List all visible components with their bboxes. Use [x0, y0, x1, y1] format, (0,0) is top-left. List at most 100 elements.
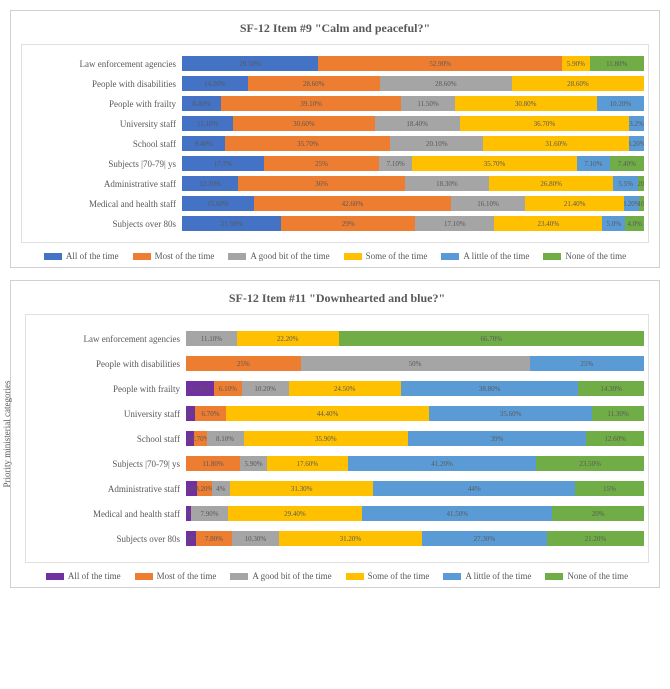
- category-label: Medical and health staff: [30, 509, 186, 519]
- category-label: School staff: [26, 139, 182, 149]
- bar-segment-little: 35.60%: [429, 406, 592, 421]
- bar-segment-none: 11.80%: [590, 56, 644, 71]
- stacked-bar: 25%50%25%: [186, 356, 644, 371]
- bar-row: Administrative staff12.20%36%18.30%26.80…: [26, 176, 644, 191]
- bar-segment-some: 31.60%: [483, 136, 629, 151]
- bar-segment-most: 2.70%: [194, 431, 206, 446]
- bar-row: Law enforcement agencies11.10%22.20%66.7…: [30, 331, 644, 346]
- bar-segment-most: 7.80%: [196, 531, 232, 546]
- stacked-bar: 12.20%36%18.30%26.80%5.5%1.20%: [182, 176, 644, 191]
- category-label: Subjects |70-79| ys: [30, 459, 186, 469]
- stacked-bar: 9.40%35.70%20.10%31.60%3.20%: [182, 136, 644, 151]
- bar-segment-some: 17.60%: [267, 456, 348, 471]
- bar-segment-all: 17.7%: [182, 156, 264, 171]
- legend-item: None of the time: [545, 571, 628, 581]
- bar-segment-good: 8.10%: [207, 431, 244, 446]
- bar-segment-none: 7.40%: [610, 156, 644, 171]
- category-label: Subjects over 80s: [30, 534, 186, 544]
- legend-swatch: [346, 573, 364, 580]
- stacked-bar: 2.4%3.20%4%31.30%44%15%: [186, 481, 644, 496]
- bar-row: People with frailty8.40%39.10%11.50%30.8…: [26, 96, 644, 111]
- bar-segment-little: 25%: [530, 356, 645, 371]
- bar-row: Administrative staff2.4%3.20%4%31.30%44%…: [30, 481, 644, 496]
- bar-segment-good: 11.10%: [186, 331, 237, 346]
- legend-item: Some of the time: [346, 571, 430, 581]
- stacked-bar: 1.8%2.70%8.10%35.90%39%12.60%: [186, 431, 644, 446]
- bar-segment-none: 15%: [575, 481, 644, 496]
- stacked-bar: 8.40%39.10%11.50%30.80%10.20%: [182, 96, 644, 111]
- legend-item: A little of the time: [443, 571, 531, 581]
- legend-item: Most of the time: [135, 571, 217, 581]
- bar-segment-some: 23.40%: [494, 216, 602, 231]
- stacked-bar: 2.0%6.70%44.40%35.60%11.30%: [186, 406, 644, 421]
- legend-label: Most of the time: [155, 251, 215, 261]
- bar-segment-little: 41.20%: [348, 456, 537, 471]
- stacked-bar: 14.20%28.60%28.60%28.60%: [182, 76, 644, 91]
- chart-downhearted-blue: Priority ministerial categories SF-12 It…: [10, 280, 660, 588]
- legend-label: A little of the time: [465, 571, 531, 581]
- bar-row: People with disabilities25%50%25%: [30, 356, 644, 371]
- legend-item: A good bit of the time: [228, 251, 329, 261]
- plot-area: Law enforcement agencies29.50%52.90%5.90…: [21, 44, 649, 243]
- stacked-bar: 11.10%22.20%66.70%: [186, 331, 644, 346]
- bar-segment-some: 24.50%: [289, 381, 401, 396]
- chart-title: SF-12 Item #11 "Downhearted and blue?": [25, 291, 649, 306]
- bar-segment-good: 7.90%: [191, 506, 227, 521]
- bar-segment-some: 31.20%: [279, 531, 422, 546]
- bar-segment-little: 41.50%: [362, 506, 552, 521]
- bar-segment-none: 11.30%: [592, 406, 644, 421]
- bar-segment-all: 21.50%: [182, 216, 281, 231]
- bar-segment-all: 11.10%: [182, 116, 233, 131]
- legend: All of the time Most of the time A good bi…: [25, 571, 649, 581]
- bar-segment-all: 8.40%: [182, 96, 221, 111]
- legend-item: Most of the time: [133, 251, 215, 261]
- category-label: People with frailty: [30, 384, 186, 394]
- bar-row: Subjects |70-79| ys17.7%25%7.10%35.70%7.…: [26, 156, 644, 171]
- bar-segment-good: 10.30%: [232, 531, 279, 546]
- bar-segment-purple: 2.4%: [186, 481, 197, 496]
- bar-segment-some: 26.80%: [489, 176, 613, 191]
- bar-segment-most: 28.60%: [248, 76, 380, 91]
- category-label: University staff: [26, 119, 182, 129]
- category-label: People with frailty: [26, 99, 182, 109]
- chart-calm-peaceful: SF-12 Item #9 "Calm and peaceful?" Law e…: [10, 10, 660, 268]
- legend-swatch: [441, 253, 459, 260]
- bar-segment-none: 1.10%: [639, 196, 644, 211]
- legend-label: A good bit of the time: [252, 571, 331, 581]
- legend-label: Some of the time: [366, 251, 428, 261]
- category-label: Administrative staff: [30, 484, 186, 494]
- legend-swatch: [44, 253, 62, 260]
- bar-segment-little: 38.80%: [401, 381, 579, 396]
- bar-segment-most: 36%: [238, 176, 404, 191]
- legend-item: Some of the time: [344, 251, 428, 261]
- bar-segment-good: 17.10%: [415, 216, 494, 231]
- legend-swatch: [443, 573, 461, 580]
- stacked-bar: 6.10%6.10%10.20%24.50%38.80%14.30%: [186, 381, 644, 396]
- category-label: Subjects |70-79| ys: [26, 159, 182, 169]
- bar-segment-none: 4.0%: [625, 216, 643, 231]
- bar-row: School staff9.40%35.70%20.10%31.60%3.20%: [26, 136, 644, 151]
- bar-segment-little: 3.2%: [629, 116, 644, 131]
- bar-segment-little: 5.5%: [613, 176, 638, 191]
- legend-item: All of the time: [46, 571, 121, 581]
- bar-segment-little: 10.20%: [597, 96, 644, 111]
- stacked-bar: 2.20%7.80%10.30%31.20%27.30%21.20%: [186, 531, 644, 546]
- legend-swatch: [545, 573, 563, 580]
- bar-segment-most: 29%: [281, 216, 415, 231]
- bar-segment-purple: 2.0%: [186, 406, 195, 421]
- bar-segment-most: 35.70%: [225, 136, 390, 151]
- stacked-bar: 1.20%7.90%29.40%41.50%20%: [186, 506, 644, 521]
- bar-row: Medical and health staff15.60%42.60%16.1…: [26, 196, 644, 211]
- bar-segment-some: 22.20%: [237, 331, 339, 346]
- bar-segment-good: 18.40%: [375, 116, 460, 131]
- legend-item: A little of the time: [441, 251, 529, 261]
- bar-segment-all: 12.20%: [182, 176, 238, 191]
- bar-segment-some: 30.80%: [455, 96, 597, 111]
- bar-row: School staff1.8%2.70%8.10%35.90%39%12.60…: [30, 431, 644, 446]
- bar-segment-good: 28.60%: [380, 76, 512, 91]
- category-label: Medical and health staff: [26, 199, 182, 209]
- plot-area: Law enforcement agencies11.10%22.20%66.7…: [25, 314, 649, 563]
- legend-swatch: [133, 253, 151, 260]
- bar-segment-most: 25%: [186, 356, 301, 371]
- bar-segment-most: 25%: [264, 156, 380, 171]
